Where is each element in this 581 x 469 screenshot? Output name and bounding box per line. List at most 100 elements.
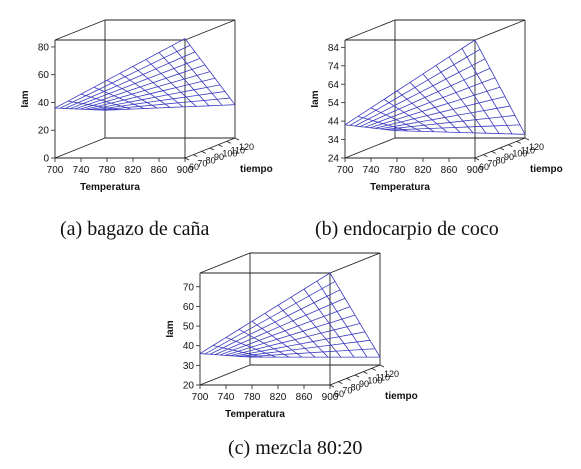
x-tick-label: 820	[415, 165, 432, 176]
y-tick-label: 70	[487, 159, 497, 169]
box-edge	[54, 19, 106, 41]
surface-grid-line	[384, 115, 516, 130]
y-tick-label: 100	[512, 149, 527, 159]
surface-grid-line	[69, 58, 201, 110]
y-tick	[371, 367, 376, 371]
y-tick	[201, 150, 206, 154]
box-edge	[344, 137, 396, 159]
x-tick-label: 780	[244, 392, 261, 403]
z-tick-label: 44	[328, 117, 340, 128]
y-tick-label: 60	[479, 162, 489, 172]
surface-grid-line	[389, 124, 521, 131]
surface-plot-b-svg: 700 740 780 820 860 900 Temperatura 60708090100…	[310, 19, 563, 193]
x-tick-label: 740	[73, 165, 90, 176]
surface-grid-line	[79, 71, 211, 110]
y-tick-label: 70	[342, 386, 352, 396]
surface-plot-b: 700 740 780 820 860 900 Temperatura 60 70 80 90 100…	[290, 0, 581, 205]
surface-grid-line	[214, 297, 346, 356]
x-tick-label: 860	[296, 392, 313, 403]
z-tick-label: 0	[43, 154, 49, 165]
z-tick-label: 20	[183, 381, 195, 392]
z-axis-label: Iam	[310, 90, 321, 107]
z-tick-label: 54	[328, 98, 340, 109]
box-edge	[54, 137, 106, 159]
x-tick-label: 780	[389, 165, 406, 176]
x-tick-label: 780	[99, 165, 116, 176]
x-tick-label: 900	[322, 392, 339, 403]
surface-grid-line	[89, 84, 221, 110]
surface-grid-line	[84, 77, 216, 110]
box-edge	[474, 19, 526, 41]
x-tick-label: 700	[192, 392, 209, 403]
y-tick	[508, 144, 513, 148]
y-tick	[338, 381, 343, 385]
x-tick-label: 900	[177, 165, 194, 176]
surface-grid-line	[374, 96, 506, 129]
y-tick	[516, 140, 521, 144]
box-edge	[199, 252, 251, 274]
y-tick-label: 110	[521, 145, 535, 155]
y-tick-label: 80	[206, 155, 216, 165]
x-tick-label: 740	[218, 392, 235, 403]
y-tick	[379, 364, 385, 368]
surface-grid-line	[379, 105, 511, 130]
surface-grid-line	[239, 339, 371, 357]
y-tick	[226, 140, 231, 144]
y-tick-label: 120	[239, 142, 254, 152]
y-tick	[363, 371, 368, 375]
z-tick-label: 80	[38, 42, 50, 53]
surface-grid-line	[99, 97, 231, 111]
z-tick-label: 70	[183, 282, 195, 293]
y-tick-label: 100	[222, 149, 237, 159]
y-tick	[524, 137, 530, 141]
surface-grid-line	[359, 67, 491, 127]
y-tick-label: 100	[367, 376, 382, 386]
y-tick-label: 80	[496, 155, 506, 165]
surface-grid-line	[59, 44, 191, 109]
box-edge	[344, 19, 396, 41]
surface-grid-line	[364, 77, 496, 128]
surface-grid-line	[219, 306, 351, 356]
x-axis-label: Temperatura	[225, 409, 285, 420]
surface-grid-line	[74, 64, 206, 110]
y-tick-label: 90	[359, 379, 369, 389]
surface-grid-line	[229, 323, 361, 357]
y-tick	[193, 154, 198, 158]
z-tick-label: 20	[38, 126, 50, 137]
y-axis-label: tiempo	[530, 164, 563, 175]
surface-grid-line	[354, 58, 486, 127]
z-tick-label: 40	[183, 341, 195, 352]
y-tick	[474, 157, 480, 161]
z-tick-label: 74	[328, 61, 340, 72]
caption-b: (b) endocarpio de coco	[315, 218, 499, 240]
surface-plot-c-svg: 700 740 780 820 860 900Temperatura60708090100…	[165, 252, 418, 420]
surface-grid-line	[104, 104, 236, 111]
surface-grid-line	[199, 272, 331, 354]
y-tick	[491, 150, 496, 154]
z-tick-label: 64	[328, 80, 340, 91]
y-tick-label: 90	[504, 152, 514, 162]
z-axis-label: Iam	[165, 320, 176, 337]
y-tick-label: 120	[384, 369, 399, 379]
y-tick	[346, 377, 351, 381]
x-tick-label: 700	[337, 165, 354, 176]
y-tick-label: 110	[231, 145, 245, 155]
x-tick-label: 900	[467, 165, 484, 176]
surface-grid-line	[369, 86, 501, 129]
surface-grid-line	[204, 281, 336, 355]
surface-plot-a: 700 740 780 820 860 900 Temperatura 60 70 80 90 100…	[0, 0, 290, 205]
y-tick-label: 80	[351, 382, 361, 392]
y-tick	[234, 137, 240, 141]
surface-grid-line	[94, 91, 226, 111]
z-tick-label: 34	[328, 135, 340, 146]
z-tick-label: 24	[328, 154, 340, 165]
surface-grid-line	[64, 51, 196, 109]
y-tick	[209, 147, 215, 151]
x-axis-label: Temperatura	[370, 182, 430, 193]
surface-grid-line	[394, 130, 526, 135]
y-axis-label: tiempo	[385, 391, 418, 402]
surface-grid-line	[344, 39, 476, 126]
x-tick-label: 820	[270, 392, 287, 403]
y-axis-label: tiempo	[240, 164, 273, 175]
box-edge	[184, 19, 236, 41]
